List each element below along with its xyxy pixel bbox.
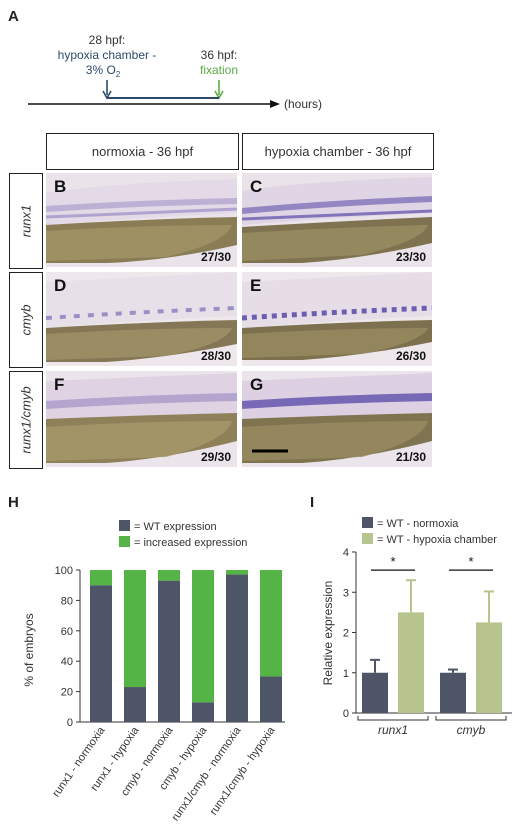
event1-time: 28 hpf: [89,33,126,47]
i-group-bracket [435,716,507,721]
i-group-labels: runx1 cmyb [357,716,507,737]
h-bar-wt [192,702,214,722]
axis-unit-label: (hours) [284,97,322,111]
i-y-tick-label: 2 [343,628,349,640]
embryo-image-b [46,173,237,267]
i-y-axis-label: Relative expression [321,581,335,686]
h-bar-increased [158,570,180,581]
embryo-image-f [46,371,237,467]
h-bar-wt [158,580,180,722]
i-group-bracket [357,716,429,721]
event1-line1: hypoxia chamber - [58,48,157,62]
row-label-runx1-text: runx1 [18,204,34,238]
h-y-tick-label: 40 [61,656,73,668]
row-label-runx1-cmyb: runx1/cmyb [9,371,43,469]
legend-label-wt: = WT expression [134,521,217,533]
event1-line2: 3% O2 [86,63,121,79]
micrograph-g: G 21/30 [242,371,432,467]
panel-a-letter: A [8,8,19,25]
i-significance: * * [371,554,493,571]
micrograph-e-letter: E [250,276,262,295]
event2-label: fixation [200,63,238,77]
h-category-label: runx1/cmyb - hypoxia [208,724,278,817]
micrograph-d-letter: D [54,276,67,295]
embryo-image-g [242,371,432,467]
h-y-tick-label: 60 [61,626,73,638]
h-bar-wt [90,585,112,722]
i-bar-normoxia [362,672,388,713]
embryo-image-c [242,173,432,267]
micrograph-b-letter: B [54,177,67,196]
micrograph-d-ratio: 28/30 [200,349,231,363]
legend-swatch-normoxia [362,517,373,528]
i-y-tick-label: 3 [343,587,349,599]
micrograph-e-ratio: 26/30 [395,349,426,363]
h-bars [90,570,282,722]
h-bar-wt [124,687,146,722]
i-significance-star: * [390,554,395,569]
h-bar-wt [260,676,282,722]
row-label-runx1: runx1 [9,173,43,269]
micrograph-g-ratio: 21/30 [395,450,426,464]
i-bars [362,579,502,713]
micrograph-f-ratio: 29/30 [200,450,231,464]
h-y-axis-label: % of embryos [22,613,36,686]
event2-time: 36 hpf: [201,48,238,62]
h-y-tick-label: 20 [61,687,73,699]
legend-label-increased: = increased expression [134,537,247,549]
legend-label-hypoxia: = WT - hypoxia chamber [377,534,497,546]
row-label-cmyb-text: cmyb [18,304,34,336]
i-bar-hypoxia [398,612,424,713]
legend-swatch-increased [119,536,130,547]
i-bar-normoxia [440,672,466,713]
i-y-tick-label: 4 [343,547,349,559]
row-label-runx1-cmyb-text: runx1/cmyb [18,386,34,454]
micrograph-b: B 27/30 [46,173,237,267]
h-bar-increased [124,570,146,688]
row-label-cmyb: cmyb [9,272,43,368]
micrograph-c-letter: C [250,177,263,196]
panel-h-letter: H [8,494,19,511]
col-header-normoxia: normoxia - 36 hpf [46,133,239,170]
grouped-bar-chart: = WT - normoxia = WT - hypoxia chamber R… [321,517,512,737]
stacked-bar-chart: = WT expression = increased expression %… [22,520,285,823]
h-bar-increased [192,570,214,703]
i-y-tick-label: 1 [343,668,349,680]
h-bar-increased [260,570,282,677]
col-header-hypoxia: hypoxia chamber - 36 hpf [242,133,434,170]
legend-swatch-wt [119,520,130,531]
i-group-label: runx1 [378,723,408,737]
micrograph-e: E 26/30 [242,272,432,366]
micrograph-f-letter: F [54,375,65,394]
legend-swatch-hypoxia [362,533,373,544]
h-y-tick-label: 80 [61,595,73,607]
event1-o2-text: 3% O [86,63,116,77]
micrograph-d: D 28/30 [46,272,237,366]
i-bar-hypoxia [476,622,502,713]
embryo-image-d [46,272,237,366]
micrograph-f: F 29/30 [46,371,237,467]
i-significance-star: * [468,554,473,569]
embryo-image-e [242,272,432,366]
i-y-tick-label: 0 [343,708,349,720]
h-bar-wt [226,574,248,722]
timeline-diagram: 28 hpf: hypoxia chamber - 3% O2 36 hpf: … [28,33,322,111]
legend-label-normoxia: = WT - normoxia [377,518,459,530]
h-y-tick-label: 100 [55,565,73,577]
i-group-label: cmyb [457,723,486,737]
micrograph-b-ratio: 27/30 [200,250,231,264]
micrograph-c-ratio: 23/30 [395,250,426,264]
h-bar-increased [226,570,248,575]
i-y-ticks: 0 1 2 3 4 [343,547,356,720]
event1-o2-sub: 2 [116,70,121,79]
h-bar-increased [90,570,112,586]
h-y-ticks: 0 20 40 60 80 100 [55,565,80,729]
panel-i-letter: I [310,494,315,511]
time-axis-arrowhead [270,100,280,108]
h-y-tick-label: 0 [67,717,73,729]
micrograph-c: C 23/30 [242,173,432,267]
micrograph-g-letter: G [250,375,264,394]
